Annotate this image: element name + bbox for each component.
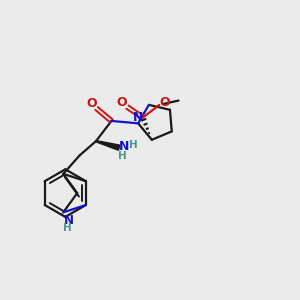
Text: N: N (64, 214, 74, 227)
Text: N: N (118, 140, 129, 153)
Polygon shape (96, 141, 120, 150)
Text: O: O (159, 96, 170, 109)
Text: O: O (117, 95, 128, 109)
Text: H: H (63, 223, 72, 233)
Text: N: N (133, 112, 143, 124)
Text: O: O (86, 97, 97, 110)
Text: H: H (118, 151, 127, 161)
Text: H: H (129, 140, 137, 150)
